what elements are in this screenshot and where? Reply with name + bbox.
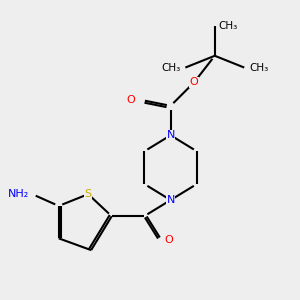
Text: CH₃: CH₃ (249, 63, 268, 73)
Text: N: N (167, 195, 175, 205)
Text: S: S (85, 189, 92, 199)
Text: N: N (167, 130, 175, 140)
Text: O: O (165, 235, 173, 245)
Text: NH₂: NH₂ (8, 189, 29, 199)
Text: CH₃: CH₃ (161, 63, 180, 73)
Text: O: O (127, 95, 135, 105)
Text: CH₃: CH₃ (218, 21, 238, 31)
Text: O: O (190, 77, 199, 87)
